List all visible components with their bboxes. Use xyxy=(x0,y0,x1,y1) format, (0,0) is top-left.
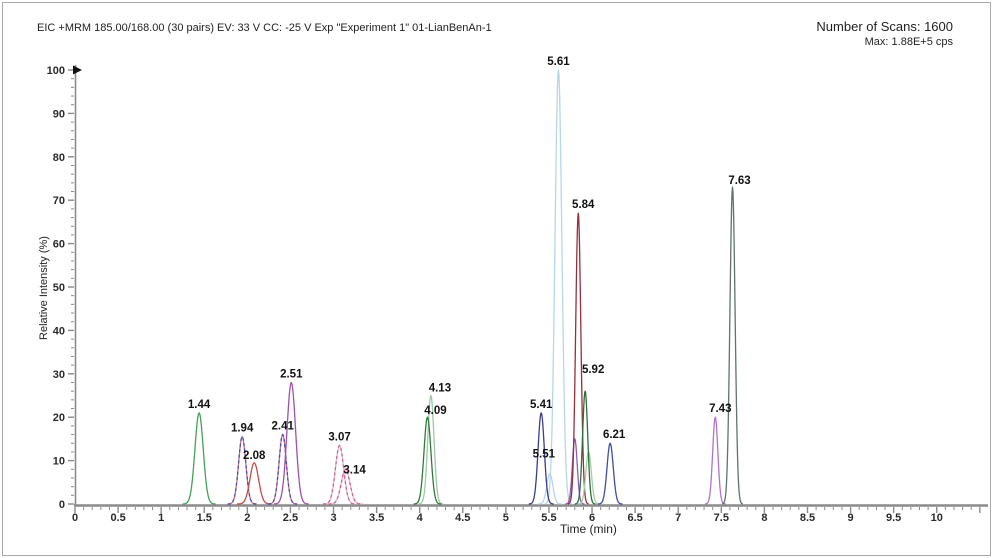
x-tick-label: 5 xyxy=(503,512,509,524)
x-tick-label: 5.5 xyxy=(541,512,556,524)
peak-trace-5.92 xyxy=(574,390,596,505)
y-tick-label: 60 xyxy=(53,239,65,251)
x-axis-title: Time (min) xyxy=(560,522,617,536)
y-tick-label: 0 xyxy=(59,499,65,511)
x-tick-label: 0.5 xyxy=(110,512,125,524)
x-tick-label: 7 xyxy=(675,512,681,524)
y-tick-label: 40 xyxy=(53,325,65,337)
peak-trace-4.09 xyxy=(413,416,442,505)
peak-label-7.63: 7.63 xyxy=(728,175,750,187)
peak-trace-1.94 xyxy=(227,436,257,505)
x-tick-label: 0 xyxy=(72,512,78,524)
peak-trace-5.51 xyxy=(537,472,563,505)
trace-title: EIC +MRM 185.00/168.00 (30 pairs) EV: 33… xyxy=(37,22,492,34)
x-tick-label: 3 xyxy=(330,512,336,524)
y-tick-label: 10 xyxy=(53,456,65,468)
x-tick-label: 6 xyxy=(589,512,595,524)
peak-label-1.44: 1.44 xyxy=(188,399,211,411)
x-tick-label: 4 xyxy=(417,512,424,524)
peak-label-3.07: 3.07 xyxy=(328,431,350,443)
peak-label-3.14: 3.14 xyxy=(343,464,366,476)
y-tick-label: 70 xyxy=(53,195,65,207)
y-tick-label: 30 xyxy=(53,369,65,381)
x-tick-label: 10 xyxy=(931,512,943,524)
y-tick-label: 100 xyxy=(47,65,65,77)
peak-trace-3.14 xyxy=(328,468,363,505)
peak-label-5.41: 5.41 xyxy=(530,399,553,411)
x-tick-label: 8.5 xyxy=(800,512,815,524)
x-tick-label: 9 xyxy=(848,512,854,524)
peak-trace-2.41 xyxy=(268,433,298,505)
peak-trace-1.44 xyxy=(182,412,216,505)
max-intensity-marker-icon xyxy=(73,65,82,75)
peak-trace-2.51 xyxy=(274,381,309,505)
peak-label-4.13: 4.13 xyxy=(429,383,451,395)
peak-trace-3.07 xyxy=(322,444,357,505)
y-tick-label: 50 xyxy=(53,282,65,294)
peak-trace-7.63 xyxy=(721,186,744,505)
x-tick-label: 2 xyxy=(244,512,250,524)
y-tick-label: 90 xyxy=(53,108,65,120)
peak-label-5.61: 5.61 xyxy=(547,56,570,68)
peak-label-1.94: 1.94 xyxy=(231,423,254,435)
peak-label-2.41: 2.41 xyxy=(271,421,294,433)
x-tick-label: 7.5 xyxy=(714,512,729,524)
peak-label-6.21: 6.21 xyxy=(603,429,626,441)
peak-label-4.09: 4.09 xyxy=(424,405,446,417)
x-tick-label: 1 xyxy=(158,512,164,524)
x-tick-label: 4.5 xyxy=(455,512,470,524)
peak-trace-2.08 xyxy=(236,462,272,505)
scan-count-label: Number of Scans: 1600 xyxy=(816,19,953,34)
y-tick-label: 80 xyxy=(53,152,65,164)
max-intensity-label: Max: 1.88E+5 cps xyxy=(864,36,953,48)
peak-label-5.84: 5.84 xyxy=(572,199,595,211)
peak-label-5.51: 5.51 xyxy=(533,449,556,461)
x-tick-label: 2.5 xyxy=(283,512,298,524)
peak-label-7.43: 7.43 xyxy=(709,403,731,415)
peak-trace-5.84 xyxy=(567,212,589,505)
x-tick-label: 6.5 xyxy=(627,512,642,524)
y-tick-label: 20 xyxy=(53,412,65,424)
peak-trace-underlay xyxy=(268,433,298,505)
peak-label-2.08: 2.08 xyxy=(243,450,266,462)
x-tick-label: 8 xyxy=(761,512,767,524)
peak-label-2.51: 2.51 xyxy=(280,368,303,380)
peak-trace-4.13 xyxy=(418,394,444,505)
peak-label-5.92: 5.92 xyxy=(582,364,604,376)
x-tick-label: 9.5 xyxy=(886,512,901,524)
peak-trace-5.41 xyxy=(528,412,554,505)
x-tick-label: 3.5 xyxy=(369,512,384,524)
peak-trace-6.21 xyxy=(597,442,623,505)
peak-trace-underlay xyxy=(227,435,257,505)
peak-trace-5.61 xyxy=(544,69,573,505)
x-tick-label: 1.5 xyxy=(197,512,212,524)
peak-trace-7.43 xyxy=(704,416,726,505)
